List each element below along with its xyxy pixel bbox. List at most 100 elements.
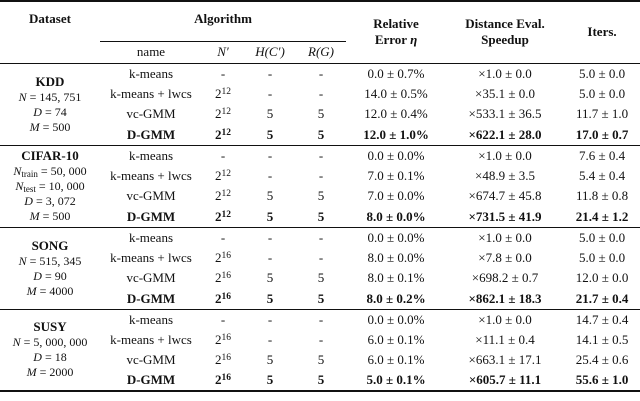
cell-r-g: 5: [317, 208, 325, 224]
cell-algorithm-name: vc-GMM: [126, 270, 176, 286]
cell-speedup: ×1.0 ± 0.0: [446, 226, 565, 248]
dataset-cell: SONG N = 515, 345 D = 90 M = 4000: [0, 226, 100, 309]
col-header-dataset: Dataset: [29, 11, 71, 26]
table-row: SUSY N = 5, 000, 000 D = 18 M = 2000 k-means…: [0, 308, 640, 391]
cell-r-g: -: [296, 226, 347, 248]
cell-relative-error: 0.0 ± 0.0%: [346, 226, 447, 248]
table-row: vc-GMM 216 5 5 8.0 ± 0.1% ×698.2 ± 0.7 12.0 ± …: [0, 268, 640, 289]
cell-r-g: -: [318, 331, 324, 347]
cell-iters: 5.0 ± 0.0: [578, 85, 626, 101]
cell-h-c-prime: 5: [266, 352, 274, 368]
cell-relative-error: 0.0 ± 0.7%: [346, 62, 447, 84]
cell-h-c-prime: 5: [266, 290, 274, 306]
cell-speedup: ×1.0 ± 0.0: [446, 144, 565, 166]
cell-speedup: ×674.7 ± 45.8: [468, 188, 542, 204]
cell-algorithm-name: vc-GMM: [126, 106, 176, 122]
cell-relative-error: 0.0 ± 0.0%: [346, 308, 447, 330]
cell-speedup: ×1.0 ± 0.0: [446, 308, 565, 330]
cell-r-g: -: [296, 62, 347, 84]
cell-algorithm-name: k-means + lwcs: [110, 331, 192, 347]
cell-relative-error: 12.0 ± 0.4%: [364, 106, 428, 122]
cell-n-prime: 216: [215, 352, 231, 368]
table-row: vc-GMM 216 5 5 6.0 ± 0.1% ×663.1 ± 17.1 25.4 ±…: [0, 350, 640, 371]
dataset-name: SONG: [31, 237, 69, 253]
cell-n-prime: 212: [215, 208, 231, 224]
cell-r-g: 5: [317, 352, 325, 368]
cell-speedup: ×48.9 ± 3.5: [475, 167, 536, 183]
cell-iters: 14.7 ± 0.4: [564, 308, 640, 330]
table-row: D-GMM 212 5 5 12.0 ± 1.0% ×622.1 ± 28.0 17.0 ±…: [0, 125, 640, 146]
cell-relative-error: 8.0 ± 0.0%: [367, 249, 425, 265]
cell-h-c-prime: -: [244, 226, 296, 248]
table-row: vc-GMM 212 5 5 7.0 ± 0.0% ×674.7 ± 45.8 11.8 ±…: [0, 186, 640, 207]
cell-r-g: -: [318, 249, 324, 265]
cell-relative-error: 6.0 ± 0.1%: [367, 352, 425, 368]
cell-r-g: 5: [317, 372, 325, 388]
cell-speedup: ×622.1 ± 28.0: [468, 126, 542, 142]
cell-h-c-prime: 5: [266, 372, 274, 388]
cell-r-g: 5: [317, 126, 325, 142]
cell-h-c-prime: -: [267, 331, 273, 347]
speedup-line1: Distance Eval.: [465, 16, 545, 32]
cell-h-c-prime: -: [244, 144, 296, 166]
col-header-iters: Iters.: [587, 24, 617, 40]
cell-relative-error: 5.0 ± 0.1%: [366, 372, 426, 388]
cell-n-prime: 216: [215, 249, 231, 265]
dataset-info-line: N = 515, 345: [18, 253, 82, 268]
cell-h-c-prime: 5: [266, 126, 274, 142]
table-row: k-means + lwcs 216 - - 8.0 ± 0.0% ×7.8 ± 0.0 5…: [0, 248, 640, 269]
cell-h-c-prime: -: [244, 62, 296, 84]
dataset-cell: CIFAR-10 Ntrain = 50, 000 Ntest = 10, 000 D…: [0, 144, 100, 227]
cell-r-g: -: [318, 85, 324, 101]
cell-relative-error: 14.0 ± 0.5%: [364, 85, 428, 101]
dataset-cell: SUSY N = 5, 000, 000 D = 18 M = 2000: [0, 308, 100, 391]
cell-iters: 11.8 ± 0.8: [575, 188, 629, 204]
table-row: D-GMM 212 5 5 8.0 ± 0.0% ×731.5 ± 41.9 21.4 ± …: [0, 207, 640, 228]
cell-algorithm-name: D-GMM: [126, 208, 176, 224]
cell-n-prime: 212: [215, 85, 231, 101]
table-row: KDD N = 145, 751 D = 74 M = 500 k-means - - -0.…: [0, 62, 640, 145]
dataset-info-line: D = 74: [33, 104, 67, 119]
dataset-name: SUSY: [33, 319, 67, 335]
cell-speedup: ×731.5 ± 41.9: [468, 208, 542, 224]
cell-n-prime: 212: [215, 188, 231, 204]
cell-iters: 12.0 ± 0.0: [575, 270, 629, 286]
cell-relative-error: 8.0 ± 0.1%: [367, 270, 425, 286]
col-header-relative-error: Relative Error η: [346, 1, 446, 63]
cell-iters: 21.4 ± 1.2: [575, 208, 629, 224]
cell-n-prime: -: [202, 308, 244, 330]
cell-speedup: ×605.7 ± 11.1: [468, 372, 542, 388]
cell-relative-error: 12.0 ± 1.0%: [363, 126, 429, 142]
cell-iters: 11.7 ± 1.0: [575, 106, 629, 122]
cell-h-c-prime: 5: [266, 208, 274, 224]
dataset-info-line: D = 3, 072: [24, 194, 76, 208]
cell-algorithm-name: vc-GMM: [126, 352, 176, 368]
table-row: k-means + lwcs 216 - - 6.0 ± 0.1% ×11.1 ± 0.4…: [0, 330, 640, 351]
cell-iters: 17.0 ± 0.7: [575, 126, 629, 142]
cell-relative-error: 7.0 ± 0.1%: [367, 167, 425, 183]
cell-r-g: 5: [317, 290, 325, 306]
cell-algorithm-name: k-means + lwcs: [110, 85, 192, 101]
table-header: Dataset Algorithm Relative Error η Dista…: [0, 1, 640, 63]
table-body: KDD N = 145, 751 D = 74 M = 500 k-means - - -0.…: [0, 62, 640, 391]
cell-iters: 5.0 ± 0.0: [564, 226, 640, 248]
cell-speedup: ×862.1 ± 18.3: [468, 290, 542, 306]
cell-relative-error: 0.0 ± 0.0%: [346, 144, 447, 166]
cell-n-prime: 216: [215, 331, 231, 347]
cell-iters: 14.1 ± 0.5: [575, 331, 629, 347]
dataset-info-line: D = 18: [33, 350, 67, 365]
col-header-name: name: [136, 44, 166, 59]
cell-n-prime: 216: [215, 270, 231, 286]
cell-speedup: ×1.0 ± 0.0: [446, 62, 565, 84]
dataset-info-line: M = 500: [29, 209, 71, 223]
relative-error-line2: Error η: [374, 32, 418, 48]
cell-algorithm-name: k-means: [100, 308, 202, 330]
cell-relative-error: 8.0 ± 0.0%: [366, 208, 426, 224]
cell-n-prime: 216: [215, 290, 231, 306]
relative-error-line1: Relative: [373, 16, 419, 32]
cell-n-prime: -: [202, 62, 244, 84]
cell-n-prime: 212: [215, 167, 231, 183]
cell-h-c-prime: 5: [266, 270, 274, 286]
cell-r-g: 5: [317, 270, 325, 286]
cell-r-g: -: [296, 308, 347, 330]
